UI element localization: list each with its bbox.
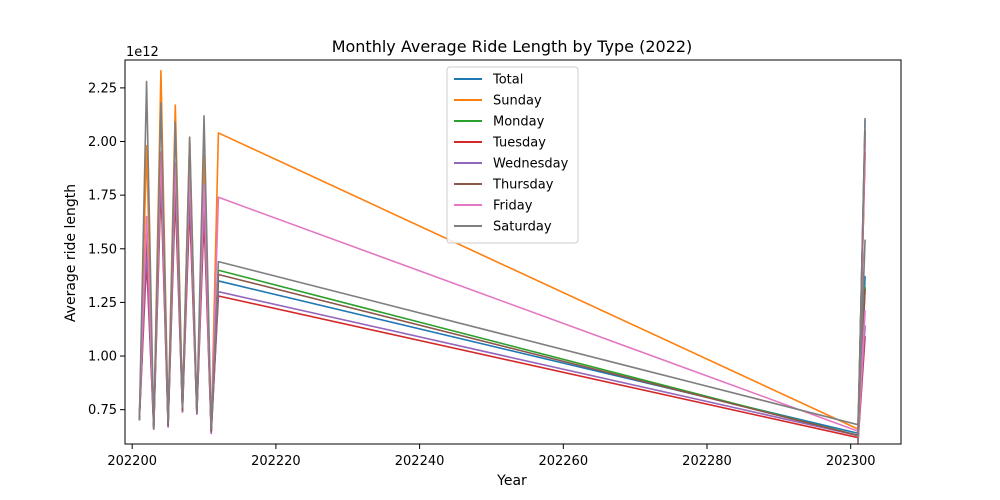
y-tick-label: 1.75 — [88, 189, 117, 204]
legend-item-monday: Monday — [454, 115, 545, 130]
series-lines — [138, 69, 866, 445]
legend-item-thursday: Thursday — [454, 178, 554, 193]
legend-label: Saturday — [493, 220, 552, 235]
y-tick-label: 1.50 — [88, 242, 117, 257]
legend-label: Wednesday — [493, 157, 569, 172]
y-tick-label: 2.00 — [88, 135, 117, 150]
legend-label: Sunday — [493, 94, 542, 109]
y-offset-label: 1e12 — [126, 45, 159, 60]
series-line-saturday — [138, 80, 866, 443]
legend-label: Thursday — [492, 178, 554, 193]
legend-item-total: Total — [454, 73, 523, 88]
x-axis-ticks: 202200 202220 202240 202260 202280 202300 — [107, 444, 876, 469]
y-tick-label: 1.00 — [88, 350, 117, 365]
x-tick-label: 202280 — [682, 454, 732, 469]
legend-item-saturday: Saturday — [454, 220, 552, 235]
y-tick-label: 2.25 — [88, 81, 117, 96]
legend-item-friday: Friday — [454, 199, 533, 214]
x-tick-label: 202200 — [107, 454, 157, 469]
legend-label: Monday — [493, 115, 545, 130]
plot-frame — [124, 59, 902, 445]
x-tick-label: 202300 — [826, 454, 876, 469]
legend-item-sunday: Sunday — [454, 94, 542, 109]
y-tick-label: 0.75 — [88, 403, 117, 418]
legend-item-wednesday: Wednesday — [454, 157, 569, 172]
x-tick-label: 202220 — [251, 454, 301, 469]
x-axis-label: Year — [496, 473, 527, 489]
legend-item-tuesday: Tuesday — [454, 136, 546, 151]
x-tick-label: 202260 — [538, 454, 588, 469]
x-tick-label: 202240 — [395, 454, 445, 469]
legend-box — [446, 66, 579, 244]
legend-label: Total — [492, 73, 523, 88]
y-tick-label: 1.25 — [88, 296, 117, 311]
legend-label: Tuesday — [492, 136, 546, 151]
y-axis-ticks: 0.75 1.00 1.25 1.50 1.75 2.00 2.25 — [88, 81, 125, 418]
legend: Total Sunday Monday Tuesday Wednesday Thursda… — [446, 66, 579, 244]
y-axis-label: Average ride length — [63, 184, 79, 322]
chart-title: Monthly Average Ride Length by Type (202… — [332, 37, 693, 56]
legend-label: Friday — [493, 199, 533, 214]
